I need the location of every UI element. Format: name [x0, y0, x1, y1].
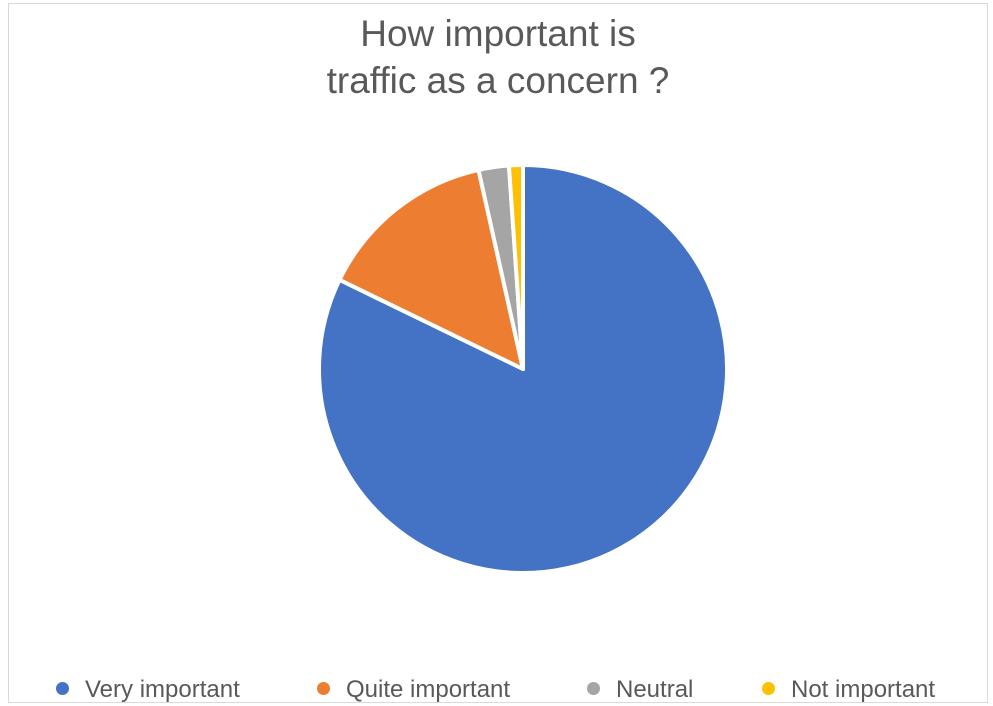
pie-slice-quite-important	[337, 167, 525, 371]
chart-title: How important is traffic as a concern ?	[9, 10, 987, 104]
legend-marker-neutral	[587, 682, 600, 696]
legend-item-very-important: Very important	[56, 675, 240, 705]
pie-chart	[317, 163, 729, 575]
pie-slices	[317, 163, 729, 575]
chart-title-line-1: How important is	[360, 13, 636, 54]
legend-label-very-important: Very important	[85, 676, 240, 703]
chart-title-line-2: traffic as a concern ?	[326, 60, 670, 101]
legend-item-neutral: Neutral	[587, 675, 693, 705]
legend-marker-not-important	[762, 682, 775, 696]
legend-label-not-important: Not important	[791, 676, 936, 703]
legend-item-quite-important: Quite important	[317, 675, 510, 705]
chart-area: How important is traffic as a concern ? …	[8, 3, 988, 703]
pie-slice-not-important	[506, 163, 525, 371]
legend: Very important Quite important Neutral N…	[9, 675, 987, 705]
legend-label-quite-important: Quite important	[346, 676, 511, 703]
legend-item-not-important: Not important	[762, 675, 935, 705]
legend-label-neutral: Neutral	[616, 676, 694, 703]
legend-marker-very-important	[56, 682, 69, 696]
legend-marker-quite-important	[317, 682, 330, 696]
